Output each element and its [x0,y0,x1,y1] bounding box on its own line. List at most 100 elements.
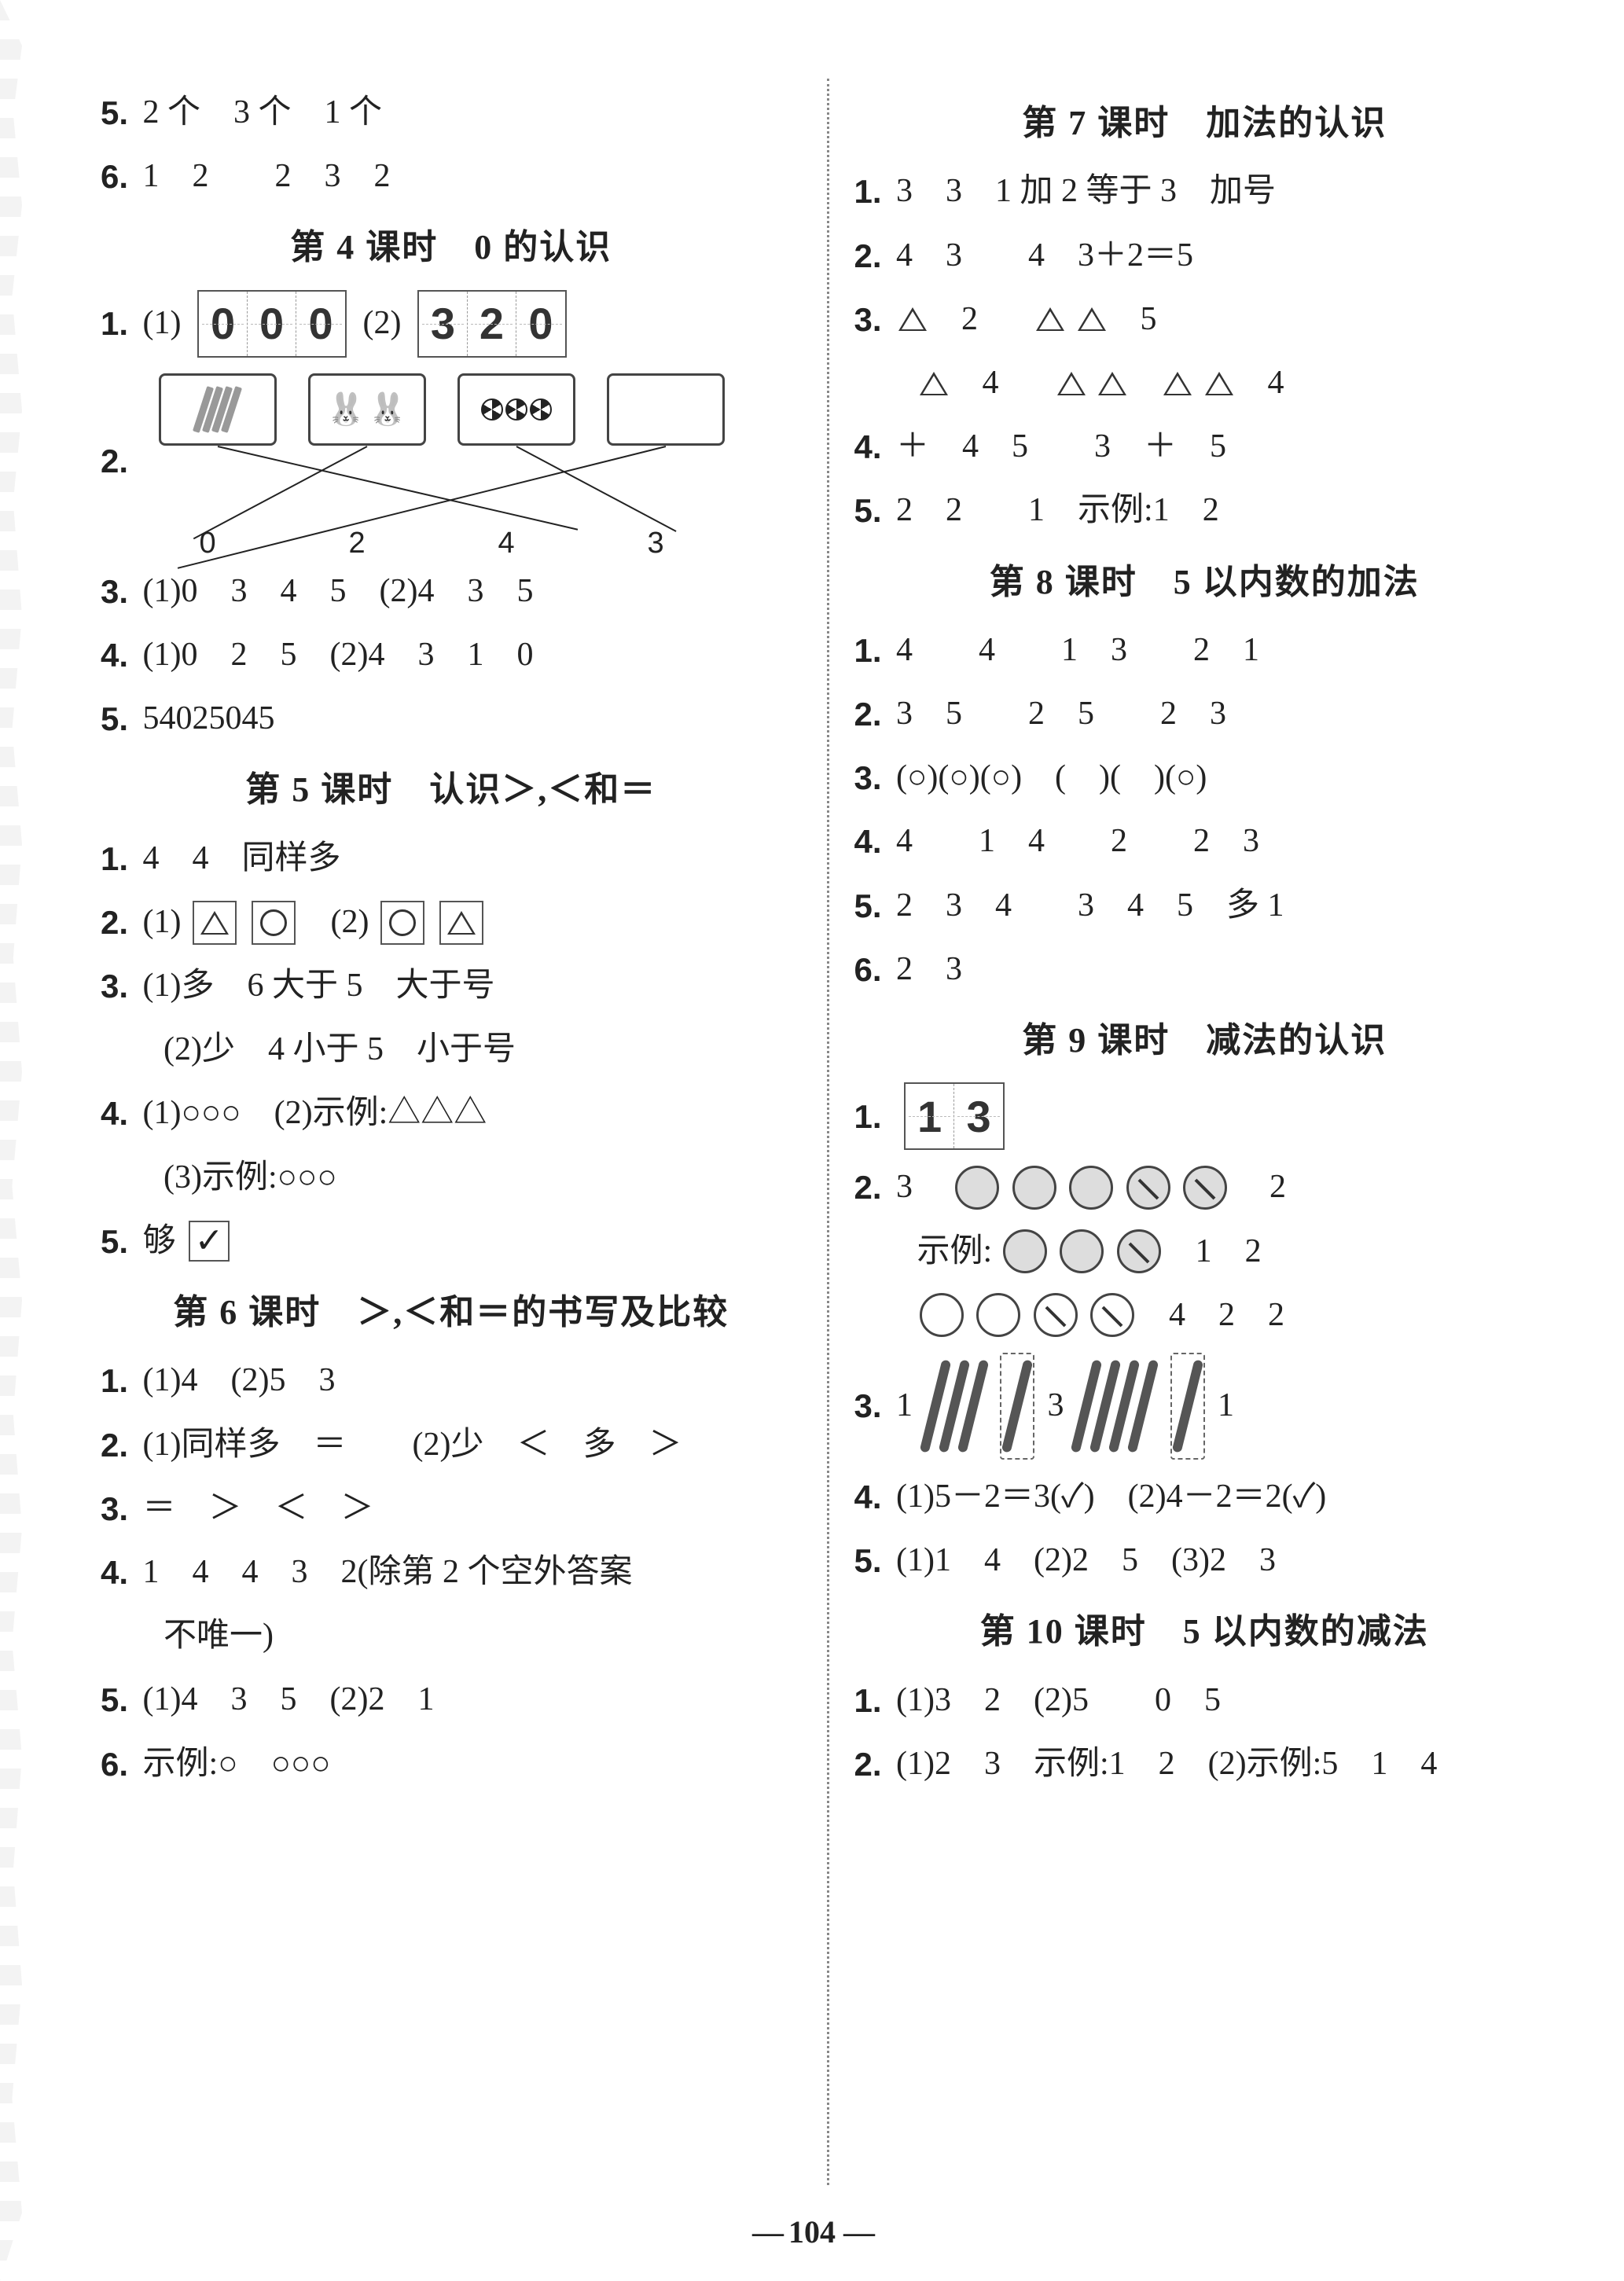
question-number: 5. [854,880,882,932]
section-title: 第 8 课时 5 以内数的加法 [854,555,1556,610]
match-box-balls [457,373,575,446]
boxed-triangle-icon [193,901,237,945]
answer-text: 3 [1048,1379,1064,1432]
question-number: 1. [854,165,882,218]
digit-cell: 3 [419,292,468,356]
question-number: 5. [101,1215,128,1268]
counter-circle-crossed-icon [1090,1293,1134,1337]
answer-text: 3 [896,1161,913,1214]
counter-circle-icon [1060,1229,1104,1273]
match-box-pencils [159,373,277,446]
answer-line: 2. (1)2 3 示例:1 2 (2)示例:5 1 4 [854,1738,1556,1791]
answer-line: 2. 4 3 4 3＋2＝5 [854,230,1556,282]
question-number: 3. [854,293,882,346]
triangle-icon [1205,372,1233,395]
answer-line: 5. 够 ✓ [101,1215,802,1268]
match-box-bunnies: 🐰 🐰 [308,373,426,446]
page-number-value: 104 [788,2214,836,2250]
counter-circle-icon [976,1293,1020,1337]
counter-circle-icon [955,1166,999,1210]
section-title: 第 7 课时 加法的认识 [854,96,1556,151]
triangle-icon [1078,307,1106,331]
answer-text: (1)2 3 示例:1 2 (2)示例:5 1 4 [896,1738,1437,1791]
answer-line: 5. 54025045 [101,692,802,745]
soccer-ball-icon [505,399,527,421]
part-label: (2) [331,896,369,949]
question-number: 1. [854,624,882,677]
soccer-ball-icon [530,399,552,421]
answer-text: (1)5－2＝3(✓) (2)4－2＝2(✓) [896,1471,1326,1523]
answer-text: 5 [1141,293,1157,346]
answer-line: 1. 4 4 1 3 2 1 [854,624,1556,677]
answer-text: 2 [1269,1161,1286,1214]
number-label: 3 [648,520,664,567]
answer-text: (1)4 (2)5 3 [143,1354,336,1407]
answer-text: 示例:○ ○○○ [143,1738,331,1791]
question-number: 2. [101,896,128,949]
question-number: 3. [101,960,128,1012]
answer-text: (1)0 2 5 (2)4 3 1 0 [143,629,534,681]
answer-text: 1 [1218,1379,1234,1432]
boxed-triangle-icon [439,901,483,945]
answer-line: 1. 1 3 [854,1082,1556,1150]
question-number: 5. [101,692,128,745]
answer-line: 5. 2 3 4 3 4 5 多 1 [854,880,1556,932]
answer-line: 1. 4 4 同样多 [101,832,802,885]
answer-text: 够 [143,1215,176,1268]
answer-text: (1)0 3 4 5 (2)4 3 5 [143,565,534,618]
answer-text: 不唯一) [164,1610,274,1662]
counter-circle-crossed-icon [1117,1229,1161,1273]
answer-line: 3. (1)多 6 大于 5 大于号 [101,960,802,1012]
answer-line: (2)少 4 小于 5 小于号 [101,1023,802,1076]
triangle-icon [200,911,229,935]
question-number: 5. [854,484,882,537]
bunny-icon: 🐰 [368,384,407,435]
dash-icon: — [843,2214,872,2250]
answer-text: ＝ ＞ ＜ ＞ [143,1482,374,1535]
question-number: 1. [101,297,128,350]
answer-text: 4 [983,357,999,410]
answer-text: (3)示例:○○○ [164,1152,337,1204]
triangle-icon [1098,372,1126,395]
answer-line: 2. 3 2 [854,1161,1556,1214]
answer-text: 2 3 [896,943,962,996]
answer-text: 4 2 2 [1169,1289,1284,1342]
digit-practice-box: 0 0 0 [197,290,347,358]
answer-line: 4. ＋ 4 5 3 ＋ 5 [854,421,1556,473]
answer-text: (1)1 4 (2)2 5 (3)2 3 [896,1534,1276,1587]
answer-line: 2. (1) (2) [101,896,802,949]
answer-text: (1)○○○ (2)示例:△△△ [143,1087,487,1140]
answer-line: 示例: 1 2 [854,1225,1556,1278]
counter-circle-icon [1003,1229,1047,1273]
boxed-circle-icon [252,901,296,945]
triangle-icon [1057,372,1086,395]
answer-line: 5. 2 个 3 个 1 个 [101,86,802,139]
left-column: 5. 2 个 3 个 1 个 6. 1 2 2 3 2 第 4 课时 0 的认识… [79,79,824,2185]
two-column-layout: 5. 2 个 3 个 1 个 6. 1 2 2 3 2 第 4 课时 0 的认识… [79,79,1577,2185]
answer-line: 5. (1)1 4 (2)2 5 (3)2 3 [854,1534,1556,1587]
answer-text: (1)同样多 ＝ (2)少 ＜ 多 ＞ [143,1419,682,1471]
stick-icon [1171,1359,1203,1453]
digit-cell: 0 [248,292,296,356]
answer-line: 2. (1)同样多 ＝ (2)少 ＜ 多 ＞ [101,1419,802,1471]
answer-line: 3. (○)(○)(○) ( )( )(○) [854,751,1556,804]
checkbox-checked-icon: ✓ [189,1221,230,1262]
digit-cell: 0 [199,292,248,356]
answer-line: 4 2 2 [854,1289,1556,1342]
bunny-icon: 🐰 [326,384,366,435]
question-number: 2. [854,230,882,282]
triangle-icon [1163,372,1192,395]
answer-line: 4. 4 1 4 2 2 3 [854,815,1556,868]
answer-text: 54025045 [143,692,275,745]
answer-line: (3)示例:○○○ [101,1152,802,1204]
question-number: 5. [101,1673,128,1726]
answer-text: (2)少 4 小于 5 小于号 [164,1023,516,1076]
question-number: 1. [854,1674,882,1727]
question-number: 6. [101,150,128,203]
section-title: 第 9 课时 减法的认识 [854,1013,1556,1068]
stick-group-dashed [1000,1353,1034,1460]
answer-text: 2 3 4 3 4 5 多 1 [896,880,1284,932]
answer-text: 4 1 4 2 2 3 [896,815,1259,868]
digit-cell: 1 [906,1084,954,1148]
stick-group-dashed [1170,1353,1205,1460]
